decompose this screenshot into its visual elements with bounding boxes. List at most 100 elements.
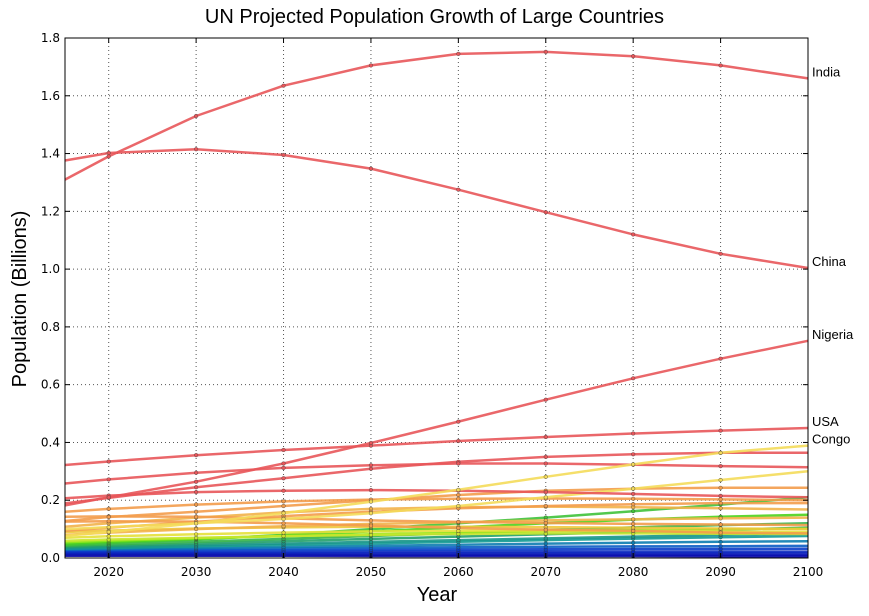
data-point xyxy=(631,431,636,436)
x-axis-title: Year xyxy=(417,584,458,606)
series-9 xyxy=(64,496,809,514)
data-point xyxy=(718,464,723,469)
series-line xyxy=(64,488,809,500)
data-point xyxy=(194,453,199,458)
chart-title: UN Projected Population Growth of Large … xyxy=(204,6,665,28)
data-point xyxy=(194,490,199,495)
series-line xyxy=(64,470,809,531)
data-point xyxy=(631,544,636,549)
data-point xyxy=(281,530,286,535)
data-point xyxy=(106,495,111,500)
x-tick-label: 2080 xyxy=(618,565,649,579)
data-point xyxy=(106,150,111,156)
series-nigeria xyxy=(64,339,809,507)
data-point xyxy=(368,511,374,516)
data-point xyxy=(631,486,636,491)
series-24 xyxy=(64,532,809,550)
data-point xyxy=(456,492,461,498)
series-line xyxy=(64,339,809,507)
data-point xyxy=(456,519,461,524)
data-point xyxy=(543,434,548,440)
data-point xyxy=(543,461,548,466)
x-tick-label: 2050 xyxy=(356,565,387,579)
data-point xyxy=(106,477,111,482)
y-tick-label: 1.6 xyxy=(41,89,60,103)
series-line xyxy=(64,426,809,467)
data-point xyxy=(106,534,111,539)
x-tick-label: 2070 xyxy=(530,565,561,579)
data-point xyxy=(718,485,723,490)
data-point xyxy=(106,514,111,520)
data-point xyxy=(543,536,548,541)
series-5 xyxy=(64,461,809,485)
data-point xyxy=(368,466,374,471)
data-point xyxy=(718,539,723,544)
x-tick-label: 2090 xyxy=(705,565,736,579)
data-point xyxy=(456,51,461,56)
data-point xyxy=(194,470,199,475)
data-point xyxy=(543,397,548,402)
data-point xyxy=(281,83,286,88)
data-point xyxy=(281,499,286,504)
data-point xyxy=(368,463,374,468)
data-point xyxy=(631,502,636,507)
data-point xyxy=(368,518,374,523)
data-point xyxy=(194,514,199,519)
data-point xyxy=(106,529,111,535)
data-point xyxy=(543,474,548,479)
data-point xyxy=(194,521,199,526)
data-point xyxy=(281,533,286,539)
y-tick-label: 1.4 xyxy=(41,147,60,161)
series-line xyxy=(64,462,809,485)
axis-ticks: 2020 2030 2040 2050 2060 2070 2080 2090 2100 0.0 0… xyxy=(41,31,823,579)
data-point xyxy=(718,477,723,483)
data-point xyxy=(543,495,548,500)
y-tick-label: 1.2 xyxy=(41,204,60,218)
data-point xyxy=(631,509,636,514)
data-point xyxy=(368,440,374,446)
series-line xyxy=(65,550,808,554)
series-india xyxy=(64,49,809,181)
plot-frame xyxy=(64,37,809,559)
data-point xyxy=(543,210,548,215)
y-tick-label: 1.8 xyxy=(41,31,60,45)
data-point xyxy=(368,529,374,534)
x-tick-label: 2060 xyxy=(443,565,474,579)
data-point xyxy=(106,154,111,159)
y-tick-label: 0.0 xyxy=(41,551,60,565)
data-point xyxy=(456,503,461,509)
data-point xyxy=(543,520,548,526)
y-tick-label: 0.8 xyxy=(41,320,60,334)
series-lines xyxy=(64,49,809,559)
series-label-congo: Congo xyxy=(812,432,850,447)
x-tick-label: 2040 xyxy=(268,565,299,579)
data-point xyxy=(456,187,461,192)
data-point xyxy=(281,152,286,158)
series-end-labels: India China Nigeria USA Congo xyxy=(812,64,854,446)
data-point xyxy=(631,540,636,545)
data-point xyxy=(456,496,461,501)
data-point xyxy=(281,461,286,466)
data-point xyxy=(631,496,636,501)
y-tick-label: 0.2 xyxy=(41,493,60,507)
series-line xyxy=(64,532,809,542)
data-point xyxy=(543,454,548,459)
data-point xyxy=(194,509,199,514)
data-point xyxy=(194,147,199,152)
data-point xyxy=(718,544,723,549)
grid-lines xyxy=(65,37,809,559)
data-point xyxy=(631,462,636,467)
data-point xyxy=(718,526,723,531)
series-line xyxy=(64,444,809,538)
data-point xyxy=(194,113,199,119)
data-point xyxy=(194,532,199,537)
data-point xyxy=(456,461,461,466)
data-point xyxy=(456,419,461,424)
series-congo xyxy=(64,444,809,538)
data-point xyxy=(631,491,636,496)
data-point xyxy=(631,517,636,522)
data-point xyxy=(281,503,286,509)
data-point xyxy=(718,501,723,506)
data-point xyxy=(368,166,374,171)
